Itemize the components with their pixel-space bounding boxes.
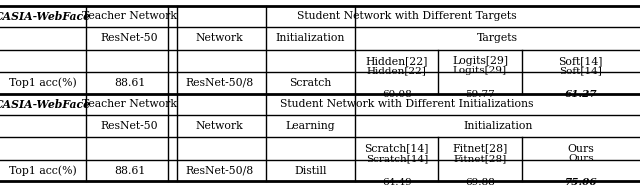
Text: Student Network with Different Targets: Student Network with Different Targets	[296, 11, 516, 21]
Text: Fitnet[28]: Fitnet[28]	[452, 144, 508, 154]
Text: Network: Network	[195, 121, 243, 131]
Text: Logits[29]: Logits[29]	[453, 66, 507, 75]
Text: Hidden[22]: Hidden[22]	[365, 56, 428, 66]
Text: Distill: Distill	[294, 166, 326, 176]
Text: Ours: Ours	[568, 144, 594, 154]
Text: Scratch: Scratch	[289, 78, 332, 88]
Text: Scratch[14]: Scratch[14]	[365, 144, 429, 154]
Text: 88.61: 88.61	[114, 78, 145, 88]
Text: Ours: Ours	[568, 154, 594, 163]
Text: CASIA-WebFace: CASIA-WebFace	[0, 99, 92, 110]
Text: Student Network with Different Initializations: Student Network with Different Initializ…	[280, 99, 533, 109]
Text: 64.49: 64.49	[382, 178, 412, 187]
Text: ResNet-50/8: ResNet-50/8	[185, 166, 253, 176]
Text: Soft[14]: Soft[14]	[559, 66, 602, 75]
Text: Teacher Network: Teacher Network	[82, 11, 177, 21]
Text: Soft[14]: Soft[14]	[559, 56, 603, 66]
Text: 59.77: 59.77	[465, 90, 495, 99]
Text: Top1 acc(%): Top1 acc(%)	[10, 165, 77, 176]
Text: ResNet-50/8: ResNet-50/8	[185, 78, 253, 88]
Text: Network: Network	[195, 33, 243, 43]
Text: 69.88: 69.88	[465, 178, 495, 187]
Text: CASIA-WebFace: CASIA-WebFace	[0, 11, 92, 22]
Text: Initialization: Initialization	[276, 33, 345, 43]
Text: Fitnet[28]: Fitnet[28]	[453, 154, 507, 163]
Text: ResNet-50: ResNet-50	[100, 121, 159, 131]
Text: Learning: Learning	[285, 121, 335, 131]
Text: 75.06: 75.06	[564, 178, 597, 187]
Text: Logits[29]: Logits[29]	[452, 56, 508, 66]
Text: Targets: Targets	[477, 33, 518, 43]
Text: 61.27: 61.27	[564, 90, 597, 99]
Text: Scratch[14]: Scratch[14]	[365, 154, 428, 163]
Text: Teacher Network: Teacher Network	[82, 99, 177, 109]
Text: Initialization: Initialization	[463, 121, 532, 131]
Text: Hidden[22]: Hidden[22]	[367, 66, 427, 75]
Text: Top1 acc(%): Top1 acc(%)	[10, 77, 77, 88]
Text: 88.61: 88.61	[114, 166, 145, 176]
Text: 60.08: 60.08	[382, 90, 412, 99]
Text: ResNet-50: ResNet-50	[100, 33, 159, 43]
